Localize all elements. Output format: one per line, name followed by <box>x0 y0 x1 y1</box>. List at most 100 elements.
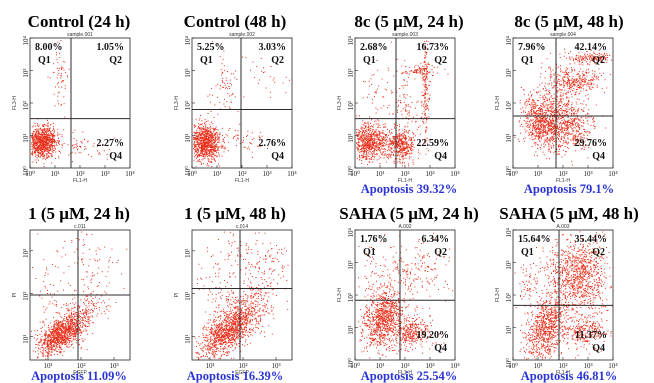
scatter-point <box>201 143 203 145</box>
scatter-point <box>404 66 406 67</box>
scatter-point <box>378 85 380 87</box>
scatter-point <box>217 139 219 140</box>
scatter-point <box>579 61 580 63</box>
scatter-point <box>42 126 44 127</box>
scatter-point <box>545 119 546 120</box>
scatter-point <box>592 79 594 81</box>
scatter-point <box>224 137 226 138</box>
scatter-point <box>553 137 554 139</box>
sample-id: sample.003 <box>392 32 418 38</box>
scatter-point <box>58 141 60 143</box>
scatter-point <box>209 139 211 140</box>
scatter-point <box>225 134 227 136</box>
scatter-point <box>56 144 58 146</box>
scatter-point <box>80 152 82 154</box>
scatter-point <box>403 79 405 81</box>
scatter-point <box>204 142 205 143</box>
scatter-point <box>52 155 54 157</box>
scatter-point <box>570 84 572 86</box>
scatter-point <box>194 146 196 148</box>
scatter-point <box>557 80 559 82</box>
scatter-point <box>210 134 212 136</box>
scatter-point <box>53 139 55 141</box>
scatter-point <box>540 148 542 150</box>
scatter-point <box>424 102 426 104</box>
scatter-point <box>223 103 225 105</box>
scatter-point <box>537 131 539 133</box>
scatter-point <box>569 133 571 135</box>
scatter-point <box>365 137 367 139</box>
scatter-point <box>402 155 404 157</box>
scatter-point <box>397 135 398 137</box>
scatter-point <box>202 128 204 130</box>
scatter-point <box>424 87 426 89</box>
scatter-point <box>585 77 586 79</box>
scatter-point <box>373 158 375 160</box>
scatter-point <box>207 159 209 161</box>
scatter-point <box>558 135 560 137</box>
scatter-point <box>237 111 239 113</box>
scatter-point <box>408 115 410 117</box>
scatter-point <box>358 130 360 132</box>
scatter-point <box>207 155 209 157</box>
scatter-point <box>365 159 367 160</box>
scatter-point <box>50 148 52 150</box>
scatter-point <box>198 145 199 147</box>
scatter-point <box>45 142 47 144</box>
scatter-point <box>579 127 581 128</box>
scatter-point <box>402 143 404 145</box>
scatter-point <box>42 145 44 147</box>
scatter-point <box>234 96 236 98</box>
scatter-point <box>591 76 593 78</box>
scatter-point <box>566 73 568 75</box>
scatter-point <box>207 158 209 159</box>
scatter-point <box>397 142 399 144</box>
scatter-point <box>398 99 399 101</box>
scatter-point <box>206 153 208 154</box>
scatter-point <box>38 148 40 150</box>
y-tick-label: 10⁴ <box>22 35 30 45</box>
scatter-point <box>582 72 584 74</box>
scatter-point <box>371 156 373 158</box>
scatter-point <box>364 81 366 83</box>
scatter-point <box>578 84 580 86</box>
scatter-point <box>199 128 201 130</box>
scatter-point <box>580 117 582 119</box>
scatter-point <box>405 116 407 118</box>
scatter-point <box>390 154 392 156</box>
scatter-point <box>258 135 260 137</box>
scatter-point <box>398 158 400 160</box>
scatter-point <box>404 137 406 139</box>
scatter-point <box>200 142 202 144</box>
scatter-point <box>196 137 198 139</box>
scatter-point <box>575 134 577 136</box>
scatter-point <box>580 122 582 124</box>
scatter-point <box>578 108 580 110</box>
scatter-point <box>576 78 578 80</box>
scatter-point <box>419 67 421 68</box>
scatter-point <box>543 140 545 142</box>
scatter-point <box>571 125 573 127</box>
scatter-point <box>237 134 239 136</box>
scatter-point <box>252 156 253 158</box>
scatter-point <box>404 97 406 99</box>
scatter-point <box>46 137 48 139</box>
scatter-point <box>31 138 33 140</box>
scatter-point <box>574 137 576 139</box>
scatter-point <box>548 127 550 129</box>
scatter-point <box>406 94 408 96</box>
q1-percent: 2.68% <box>360 42 388 53</box>
scatter-point <box>598 52 600 54</box>
scatter-point <box>384 123 386 125</box>
scatter-point <box>214 159 215 161</box>
scatter-point <box>47 135 49 137</box>
scatter-point <box>46 127 48 129</box>
scatter-point <box>392 144 394 146</box>
q1-label: Q1 <box>200 55 213 66</box>
scatter-point <box>425 75 427 77</box>
scatter-point <box>36 139 38 141</box>
scatter-point <box>565 151 567 153</box>
scatter-point <box>535 137 537 139</box>
scatter-point <box>369 148 371 150</box>
scatter-point <box>198 144 199 146</box>
